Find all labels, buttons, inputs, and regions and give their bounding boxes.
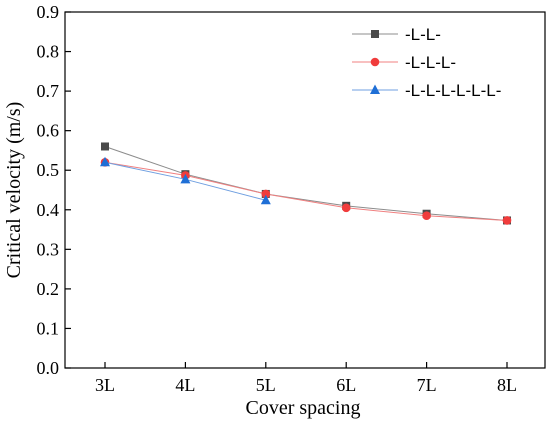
series-line <box>104 161 508 221</box>
series-3 <box>100 156 271 205</box>
y-tick-label: 0.5 <box>37 160 60 180</box>
x-tick-label: 7L <box>417 375 437 395</box>
x-axis: 3L 4L 5L 6L 7L 8L <box>95 362 517 395</box>
legend-marker <box>370 84 380 94</box>
data-point <box>260 194 271 205</box>
y-tick-label: 0.7 <box>37 81 60 101</box>
series-layer <box>100 142 512 225</box>
y-tick-label: 0.3 <box>37 239 60 259</box>
y-tick-label: 0.2 <box>37 279 60 299</box>
data-point <box>422 211 431 221</box>
legend: -L-L- -L-L-L- -L-L-L-L-L-L- <box>352 25 501 100</box>
data-point <box>341 203 351 213</box>
data-point <box>180 173 191 184</box>
legend-item: -L-L-L- <box>352 53 456 72</box>
y-tick-label: 0.6 <box>37 121 60 141</box>
y-tick-label: 0.9 <box>37 2 60 22</box>
legend-item: -L-L-L-L-L-L- <box>352 81 501 100</box>
y-tick-label: 0.0 <box>37 358 60 378</box>
legend-label: -L-L-L- <box>405 53 456 72</box>
y-axis: 0.0 0.1 0.2 0.3 0.4 0.5 0.6 0.7 0.8 0.9 <box>37 2 71 378</box>
x-tick-label: 4L <box>175 375 195 395</box>
y-tick-label: 0.8 <box>37 42 60 62</box>
legend-label: -L-L- <box>405 25 441 44</box>
data-point <box>100 156 110 167</box>
legend-label: -L-L-L-L-L-L- <box>405 81 501 100</box>
series-2 <box>100 158 512 225</box>
x-tick-label: 6L <box>336 375 356 395</box>
x-tick-label: 8L <box>497 375 517 395</box>
series-1 <box>101 142 511 225</box>
y-axis-title: Critical velocity (m/s) <box>3 102 25 279</box>
series-line <box>104 146 508 221</box>
y-tick-label: 0.4 <box>37 200 60 220</box>
legend-item: -L-L- <box>352 25 441 44</box>
plot-frame <box>64 11 546 369</box>
legend-marker <box>371 30 379 38</box>
x-tick-label: 5L <box>256 375 276 395</box>
data-point <box>502 216 512 225</box>
y-tick-label: 0.1 <box>37 318 60 338</box>
x-axis-title: Cover spacing <box>246 397 361 419</box>
data-point <box>261 189 271 199</box>
plot-area <box>64 11 546 369</box>
data-point <box>101 142 109 151</box>
legend-marker <box>370 57 380 67</box>
x-tick-label: 3L <box>95 375 115 395</box>
